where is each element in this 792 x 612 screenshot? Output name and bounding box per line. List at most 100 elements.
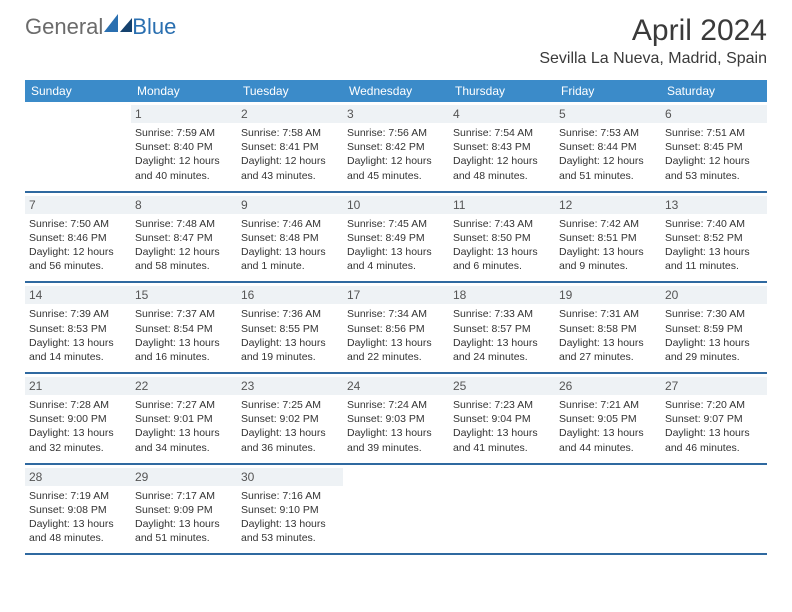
weekday-thu: Thursday [449, 80, 555, 102]
day-cell: 7 Sunrise: 7:50 AMSunset: 8:46 PMDaylight… [25, 193, 131, 282]
day-number: 8 [131, 196, 237, 214]
day-number: 14 [25, 286, 131, 304]
day-info: Sunrise: 7:58 AMSunset: 8:41 PMDaylight:… [241, 126, 339, 183]
daylight-text: Daylight: 13 hours and 29 minutes. [665, 336, 763, 364]
sunrise-text: Sunrise: 7:37 AM [135, 307, 233, 321]
day-cell: 3 Sunrise: 7:56 AMSunset: 8:42 PMDaylight… [343, 102, 449, 191]
sunrise-text: Sunrise: 7:27 AM [135, 398, 233, 412]
day-info: Sunrise: 7:34 AMSunset: 8:56 PMDaylight:… [347, 307, 445, 364]
day-info: Sunrise: 7:56 AMSunset: 8:42 PMDaylight:… [347, 126, 445, 183]
day-number: 7 [25, 196, 131, 214]
day-cell: 12Sunrise: 7:42 AMSunset: 8:51 PMDayligh… [555, 193, 661, 282]
day-info: Sunrise: 7:30 AMSunset: 8:59 PMDaylight:… [665, 307, 763, 364]
day-number: 15 [131, 286, 237, 304]
day-cell: 29Sunrise: 7:17 AMSunset: 9:09 PMDayligh… [131, 465, 237, 554]
day-cell: 23Sunrise: 7:25 AMSunset: 9:02 PMDayligh… [237, 374, 343, 463]
daylight-text: Daylight: 12 hours and 56 minutes. [29, 245, 127, 273]
sunset-text: Sunset: 8:53 PM [29, 322, 127, 336]
sunset-text: Sunset: 8:44 PM [559, 140, 657, 154]
sunrise-text: Sunrise: 7:33 AM [453, 307, 551, 321]
day-number: 18 [449, 286, 555, 304]
day-number: 19 [555, 286, 661, 304]
sunset-text: Sunset: 9:03 PM [347, 412, 445, 426]
daylight-text: Daylight: 13 hours and 11 minutes. [665, 245, 763, 273]
day-info: Sunrise: 7:42 AMSunset: 8:51 PMDaylight:… [559, 217, 657, 274]
day-cell: 13 Sunrise: 7:40 AMSunset: 8:52 PMDayligh… [661, 193, 767, 282]
day-number: 30 [237, 468, 343, 486]
day-cell [555, 465, 661, 554]
sail-icon [104, 14, 132, 34]
day-info: Sunrise: 7:53 AMSunset: 8:44 PMDaylight:… [559, 126, 657, 183]
daylight-text: Daylight: 13 hours and 6 minutes. [453, 245, 551, 273]
day-number: 16 [237, 286, 343, 304]
logo-text-2: Blue [132, 14, 176, 40]
day-number: 1 [131, 105, 237, 123]
sunrise-text: Sunrise: 7:28 AM [29, 398, 127, 412]
day-number: 23 [237, 377, 343, 395]
day-cell: 5 Sunrise: 7:53 AMSunset: 8:44 PMDaylight… [555, 102, 661, 191]
daylight-text: Daylight: 13 hours and 24 minutes. [453, 336, 551, 364]
day-number: 20 [661, 286, 767, 304]
daylight-text: Daylight: 13 hours and 53 minutes. [241, 517, 339, 545]
weekday-fri: Friday [555, 80, 661, 102]
sunrise-text: Sunrise: 7:34 AM [347, 307, 445, 321]
sunset-text: Sunset: 9:08 PM [29, 503, 127, 517]
logo-text-1: General [25, 14, 103, 40]
sunrise-text: Sunrise: 7:51 AM [665, 126, 763, 140]
daylight-text: Daylight: 12 hours and 53 minutes. [665, 154, 763, 182]
sunrise-text: Sunrise: 7:31 AM [559, 307, 657, 321]
header: General Blue April 2024 Sevilla La Nueva… [0, 0, 792, 72]
day-info: Sunrise: 7:21 AMSunset: 9:05 PMDaylight:… [559, 398, 657, 455]
daylight-text: Daylight: 13 hours and 9 minutes. [559, 245, 657, 273]
sunrise-text: Sunrise: 7:46 AM [241, 217, 339, 231]
day-info: Sunrise: 7:50 AMSunset: 8:46 PMDaylight:… [29, 217, 127, 274]
day-cell: 15Sunrise: 7:37 AMSunset: 8:54 PMDayligh… [131, 283, 237, 372]
daylight-text: Daylight: 13 hours and 39 minutes. [347, 426, 445, 454]
daylight-text: Daylight: 13 hours and 48 minutes. [29, 517, 127, 545]
day-info: Sunrise: 7:33 AMSunset: 8:57 PMDaylight:… [453, 307, 551, 364]
week-row: 1Sunrise: 7:59 AMSunset: 8:40 PMDaylight… [25, 102, 767, 193]
day-cell: 17Sunrise: 7:34 AMSunset: 8:56 PMDayligh… [343, 283, 449, 372]
sunset-text: Sunset: 9:00 PM [29, 412, 127, 426]
calendar: Sunday Monday Tuesday Wednesday Thursday… [25, 80, 767, 555]
day-number: 3 [343, 105, 449, 123]
sunset-text: Sunset: 9:10 PM [241, 503, 339, 517]
day-cell: 18 Sunrise: 7:33 AMSunset: 8:57 PMDayligh… [449, 283, 555, 372]
day-info: Sunrise: 7:24 AMSunset: 9:03 PMDaylight:… [347, 398, 445, 455]
sunset-text: Sunset: 8:59 PM [665, 322, 763, 336]
sunset-text: Sunset: 8:57 PM [453, 322, 551, 336]
day-cell: 25Sunrise: 7:23 AMSunset: 9:04 PMDayligh… [449, 374, 555, 463]
month-title: April 2024 [539, 14, 767, 48]
daylight-text: Daylight: 13 hours and 36 minutes. [241, 426, 339, 454]
sunset-text: Sunset: 8:58 PM [559, 322, 657, 336]
weekday-mon: Monday [131, 80, 237, 102]
sunrise-text: Sunrise: 7:25 AM [241, 398, 339, 412]
daylight-text: Daylight: 13 hours and 32 minutes. [29, 426, 127, 454]
day-cell [661, 465, 767, 554]
sunset-text: Sunset: 8:41 PM [241, 140, 339, 154]
day-info: Sunrise: 7:43 AMSunset: 8:50 PMDaylight:… [453, 217, 551, 274]
daylight-text: Daylight: 13 hours and 16 minutes. [135, 336, 233, 364]
sunset-text: Sunset: 8:51 PM [559, 231, 657, 245]
daylight-text: Daylight: 13 hours and 34 minutes. [135, 426, 233, 454]
sunset-text: Sunset: 8:40 PM [135, 140, 233, 154]
day-number: 5 [555, 105, 661, 123]
daylight-text: Daylight: 12 hours and 58 minutes. [135, 245, 233, 273]
day-cell: 10Sunrise: 7:45 AMSunset: 8:49 PMDayligh… [343, 193, 449, 282]
day-cell: 30Sunrise: 7:16 AMSunset: 9:10 PMDayligh… [237, 465, 343, 554]
weekday-wed: Wednesday [343, 80, 449, 102]
day-cell: 16Sunrise: 7:36 AMSunset: 8:55 PMDayligh… [237, 283, 343, 372]
day-info: Sunrise: 7:40 AMSunset: 8:52 PMDaylight:… [665, 217, 763, 274]
daylight-text: Daylight: 13 hours and 19 minutes. [241, 336, 339, 364]
day-cell: 8Sunrise: 7:48 AMSunset: 8:47 PMDaylight… [131, 193, 237, 282]
day-number: 13 [661, 196, 767, 214]
sunset-text: Sunset: 8:52 PM [665, 231, 763, 245]
day-number: 25 [449, 377, 555, 395]
sunrise-text: Sunrise: 7:30 AM [665, 307, 763, 321]
day-cell [449, 465, 555, 554]
sunrise-text: Sunrise: 7:50 AM [29, 217, 127, 231]
day-cell: 19Sunrise: 7:31 AMSunset: 8:58 PMDayligh… [555, 283, 661, 372]
daylight-text: Daylight: 13 hours and 22 minutes. [347, 336, 445, 364]
sunset-text: Sunset: 8:46 PM [29, 231, 127, 245]
day-number: 10 [343, 196, 449, 214]
